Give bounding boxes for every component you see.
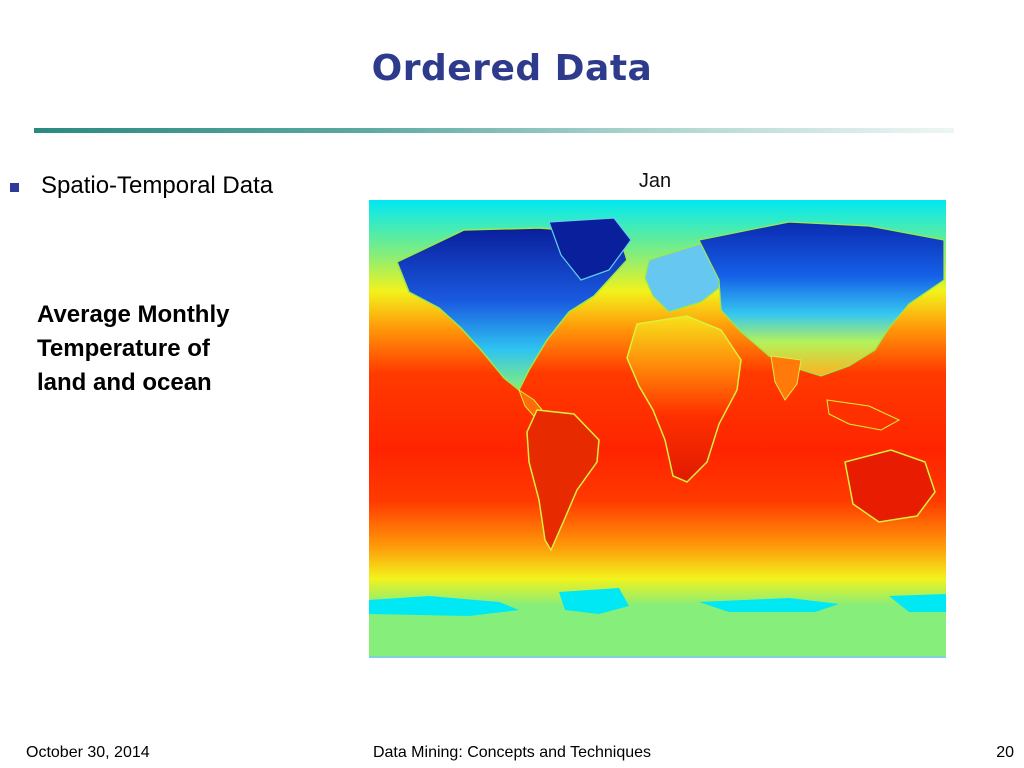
slide-title: Ordered Data: [371, 48, 653, 89]
map-month-label: Jan: [638, 170, 672, 192]
bullet-item: Spatio-Temporal Data: [10, 171, 273, 201]
footer-date: October 30, 2014: [26, 744, 150, 761]
square-bullet-icon: [10, 182, 19, 192]
description-line-1: Average Monthly: [37, 301, 230, 328]
bullet-text: Spatio-Temporal Data: [41, 172, 274, 199]
temperature-map: [369, 200, 946, 658]
footer-page-number: 20: [996, 744, 1014, 761]
title-divider: [34, 128, 954, 133]
description-line-3: land and ocean: [37, 369, 212, 396]
footer-course-title: Data Mining: Concepts and Techniques: [372, 744, 652, 761]
description-line-2: Temperature of: [37, 335, 210, 362]
world-temperature-map-image: [369, 200, 946, 656]
map-description: Average Monthly Temperature of land and …: [37, 298, 297, 400]
